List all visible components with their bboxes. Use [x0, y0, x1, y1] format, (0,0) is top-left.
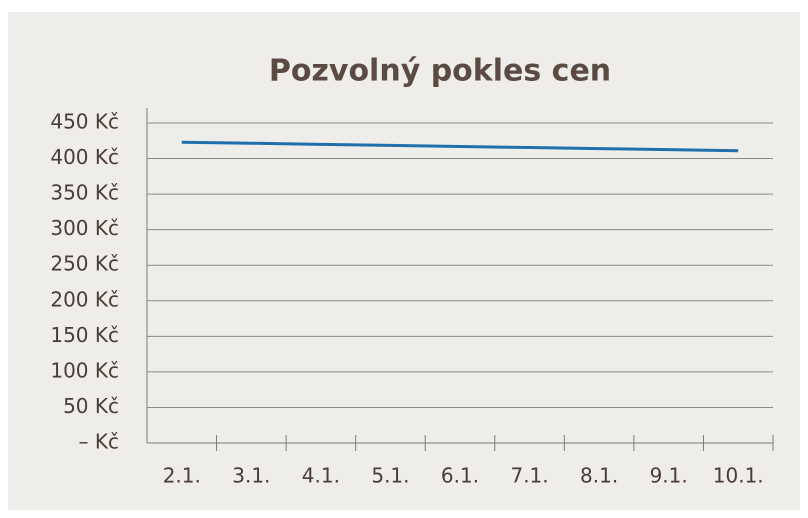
- y-tick-label: – Kč: [79, 430, 119, 454]
- x-tick-label: 10.1.: [713, 464, 764, 488]
- y-tick-label: 200 Kč: [50, 287, 119, 311]
- x-tick-label: 8.1.: [580, 464, 618, 488]
- panel: [8, 12, 800, 510]
- y-tick-label: 50 Kč: [63, 394, 119, 418]
- y-tick-label: 450 Kč: [50, 110, 119, 134]
- chart-title: Pozvolný pokles cen: [269, 54, 611, 89]
- x-tick-label: 3.1.: [232, 464, 270, 488]
- y-tick-label: 250 Kč: [50, 252, 119, 276]
- y-tick-label: 400 Kč: [50, 145, 119, 169]
- y-tick-label: 100 Kč: [50, 358, 119, 382]
- x-tick-label: 2.1.: [163, 464, 201, 488]
- y-tick-label: 150 Kč: [50, 323, 119, 347]
- x-tick-label: 6.1.: [441, 464, 479, 488]
- x-tick-label: 7.1.: [510, 464, 548, 488]
- x-tick-label: 4.1.: [302, 464, 340, 488]
- x-tick-label: 9.1.: [650, 464, 688, 488]
- y-tick-label: 300 Kč: [50, 216, 119, 240]
- series-line: [181, 140, 739, 153]
- x-tick-label: 5.1.: [371, 464, 409, 488]
- y-tick-label: 350 Kč: [50, 181, 119, 205]
